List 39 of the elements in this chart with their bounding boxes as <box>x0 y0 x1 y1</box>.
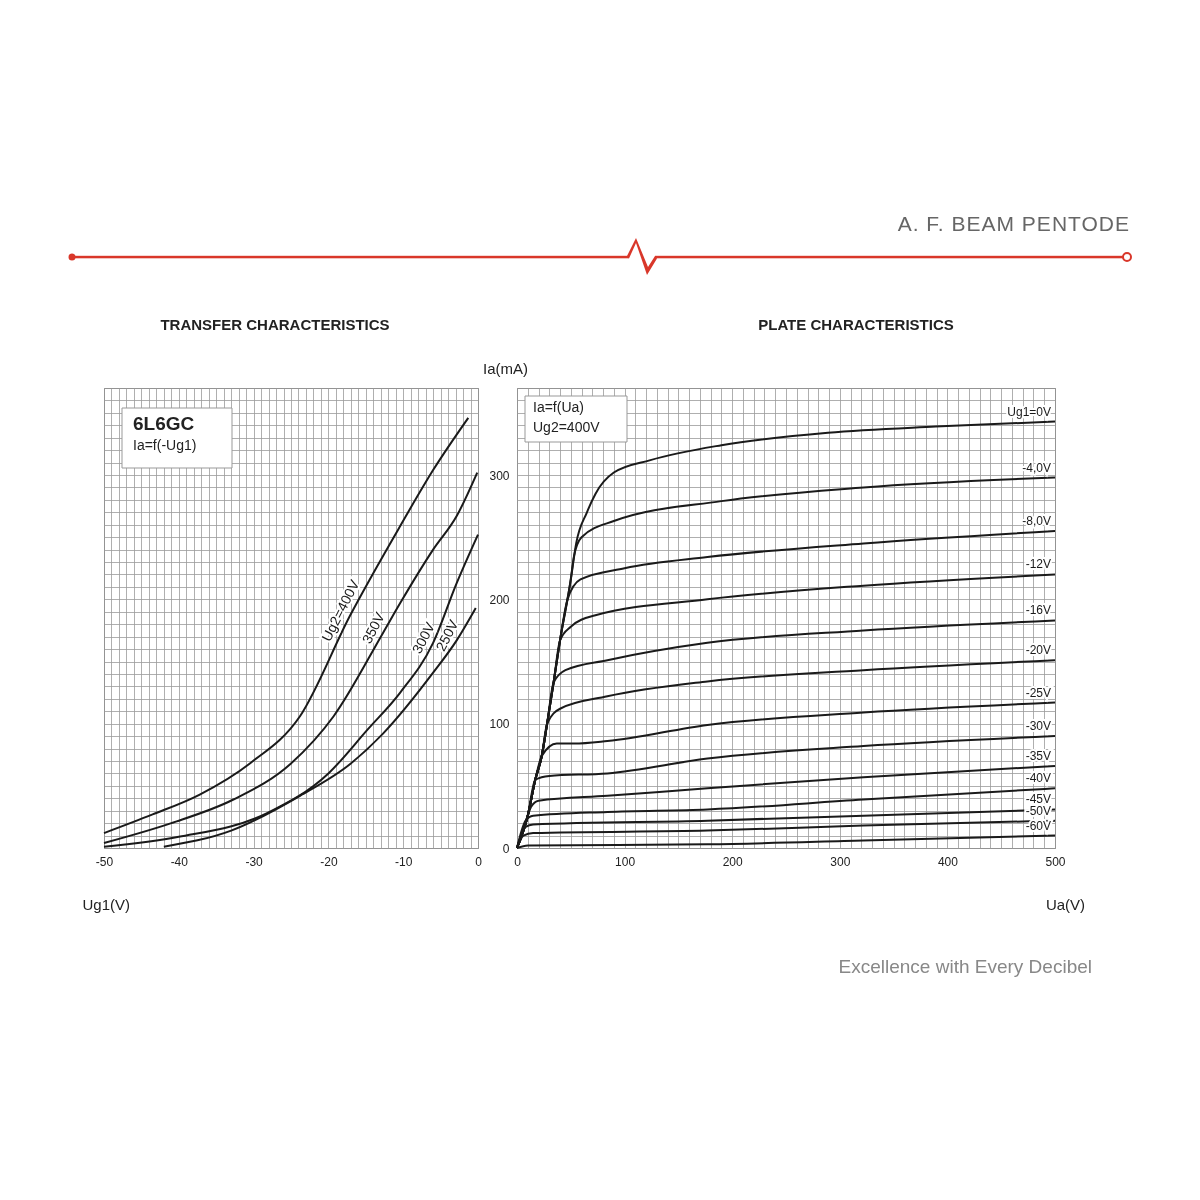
series-label: -30V <box>1025 719 1051 734</box>
x-tick-label: -40 <box>170 854 189 869</box>
series-label: -12V <box>1025 557 1051 572</box>
x-tick-label: 100 <box>615 854 636 869</box>
y-tick-label: 0 <box>502 841 510 856</box>
x-tick-label: 0 <box>475 854 483 869</box>
x-axis-title: Ua(V) <box>1045 895 1086 913</box>
text: A. F. BEAM PENTODE <box>897 212 1130 236</box>
x-tick-label: 0 <box>514 854 522 869</box>
annotation: Ia=f(-Ug1) <box>133 437 197 453</box>
x-tick-label: -20 <box>320 854 338 869</box>
series-label: -35V <box>1025 748 1051 763</box>
y-tick-label: 300 <box>489 468 510 483</box>
text: Excellence with Every Decibel <box>838 956 1092 978</box>
annotation: Ia=f(Ua) <box>533 399 584 415</box>
x-axis-title: Ug1(V) <box>82 895 131 913</box>
x-tick-label: 200 <box>722 854 744 869</box>
chart-title: TRANSFER CHARACTERISTICS <box>160 315 390 333</box>
series-label: -25V <box>1025 685 1051 700</box>
series-label: Ug1=0V <box>1007 404 1051 419</box>
y-axis-title: Ia(mA) <box>483 359 528 377</box>
chart-title: PLATE CHARACTERISTICS <box>758 316 954 333</box>
x-tick-label: 400 <box>937 854 959 869</box>
series-label: -40V <box>1025 771 1051 786</box>
annotation: 6L6GC <box>133 413 195 434</box>
x-tick-label: 500 <box>1045 854 1066 869</box>
x-tick-label: 300 <box>830 854 851 869</box>
y-tick-label: 100 <box>489 717 510 732</box>
annotation: Ug2=400V <box>533 419 601 435</box>
x-tick-label: -50 <box>95 854 114 869</box>
series-label: -60V <box>1025 818 1051 833</box>
series-label: -20V <box>1025 643 1051 658</box>
y-tick-label: 200 <box>489 592 510 607</box>
x-tick-label: -10 <box>395 854 413 869</box>
series-label: -16V <box>1025 603 1051 618</box>
x-tick-label: -30 <box>245 854 264 869</box>
series-label: -4,0V <box>1022 460 1051 475</box>
text: 350V <box>358 609 389 647</box>
series-label: -8,0V <box>1022 513 1051 528</box>
